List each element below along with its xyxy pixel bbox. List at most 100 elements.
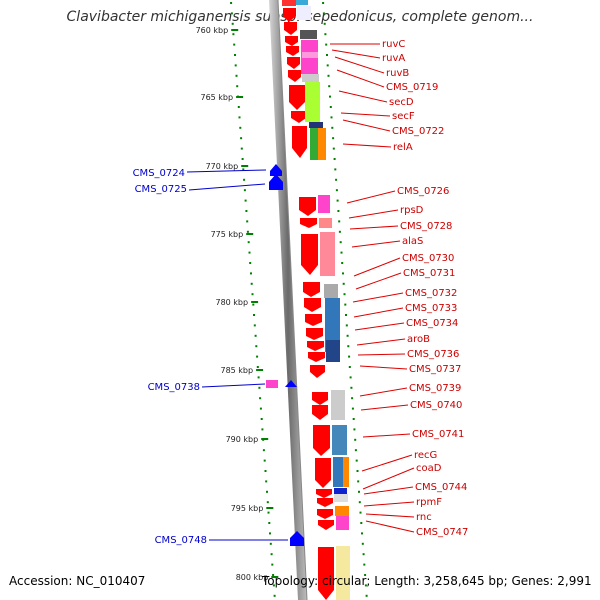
gene-feature[interactable]: [300, 30, 317, 39]
gene-feature[interactable]: [266, 380, 278, 388]
track-dot: [266, 501, 269, 504]
gene-label[interactable]: secD: [389, 97, 414, 108]
gene-label[interactable]: CMS_0719: [386, 82, 438, 93]
gene-label[interactable]: CMS_0737: [409, 364, 461, 375]
gene-feature[interactable]: [332, 425, 347, 455]
gene-feature[interactable]: [334, 488, 347, 494]
gene-feature[interactable]: [305, 82, 320, 122]
gene-arrow[interactable]: [290, 531, 304, 546]
gene-arrow[interactable]: [291, 111, 306, 123]
gene-label[interactable]: CMS_0730: [402, 253, 454, 264]
gene-feature[interactable]: [325, 298, 340, 352]
gene-label[interactable]: alaS: [402, 236, 423, 247]
gene-feature[interactable]: [326, 340, 340, 362]
gene-feature[interactable]: [324, 284, 338, 298]
gene-arrow[interactable]: [300, 218, 317, 228]
gene-arrow[interactable]: [313, 425, 330, 456]
gene-arrow[interactable]: [269, 174, 283, 190]
gene-arrow[interactable]: [289, 85, 305, 110]
gene-feature[interactable]: [331, 390, 345, 420]
gene-arrow[interactable]: [299, 197, 316, 216]
track-dot: [258, 386, 261, 389]
gene-arrow[interactable]: [285, 380, 297, 387]
gene-arrow[interactable]: [318, 547, 334, 600]
track-dot: [362, 553, 365, 556]
gene-arrow[interactable]: [287, 57, 300, 69]
gene-feature[interactable]: [333, 457, 343, 487]
gene-arrow[interactable]: [305, 314, 322, 326]
gene-feature[interactable]: [334, 494, 348, 502]
gene-arrow[interactable]: [288, 70, 301, 82]
gene-arrow[interactable]: [317, 498, 333, 507]
gene-label[interactable]: aroB: [407, 334, 430, 345]
gene-arrow[interactable]: [312, 392, 328, 405]
gene-label[interactable]: rnc: [416, 512, 432, 523]
gene-feature[interactable]: [319, 218, 332, 228]
gene-label[interactable]: CMS_0739: [409, 383, 461, 394]
gene-feature[interactable]: [302, 52, 318, 58]
gene-feature[interactable]: [336, 546, 350, 600]
gene-label[interactable]: CMS_0722: [392, 126, 444, 137]
gene-arrow[interactable]: [312, 405, 328, 420]
gene-label[interactable]: secF: [392, 111, 415, 122]
gene-label[interactable]: CMS_0738: [148, 382, 200, 393]
gene-label[interactable]: relA: [393, 142, 413, 153]
gene-label[interactable]: CMS_0734: [406, 318, 458, 329]
gene-arrow[interactable]: [270, 164, 282, 176]
gene-label[interactable]: coaD: [416, 463, 442, 474]
gene-label[interactable]: CMS_0747: [416, 527, 468, 538]
gene-arrow[interactable]: [301, 234, 318, 275]
gene-label[interactable]: rpsD: [400, 205, 424, 216]
gene-feature[interactable]: [318, 195, 330, 213]
gene-feature[interactable]: [343, 457, 349, 487]
gene-arrow[interactable]: [283, 8, 296, 22]
gene-label[interactable]: CMS_0733: [405, 303, 457, 314]
gene-feature[interactable]: [282, 0, 296, 6]
gene-label[interactable]: CMS_0728: [400, 221, 452, 232]
gene-label[interactable]: CMS_0732: [405, 288, 457, 299]
gene-arrow[interactable]: [286, 46, 299, 56]
gene-arrow[interactable]: [284, 22, 297, 35]
gene-arrow[interactable]: [316, 489, 332, 498]
gene-arrow[interactable]: [318, 520, 334, 530]
gene-arrow[interactable]: [304, 298, 321, 312]
gene-feature[interactable]: [335, 506, 349, 516]
gene-feature[interactable]: [296, 0, 308, 5]
gene-label[interactable]: recG: [414, 450, 437, 461]
gene-label[interactable]: CMS_0736: [407, 349, 459, 360]
gene-label[interactable]: CMS_0726: [397, 186, 449, 197]
gene-label[interactable]: CMS_0740: [410, 400, 462, 411]
gene-label[interactable]: CMS_0748: [155, 535, 207, 546]
gene-feature[interactable]: [302, 74, 319, 82]
gene-arrow[interactable]: [307, 341, 324, 351]
gene-label[interactable]: CMS_0744: [415, 482, 467, 493]
gene-feature[interactable]: [310, 128, 318, 160]
gene-arrow[interactable]: [315, 458, 331, 488]
gene-arrow[interactable]: [317, 509, 333, 519]
gene-label[interactable]: CMS_0724: [133, 168, 185, 179]
leader-line: [353, 257, 401, 277]
gene-arrow[interactable]: [308, 352, 325, 362]
gene-feature[interactable]: [320, 232, 335, 276]
leader-line: [331, 49, 381, 59]
gene-feature[interactable]: [309, 122, 323, 128]
leader-line: [338, 90, 388, 103]
gene-arrow[interactable]: [292, 126, 307, 158]
gene-feature[interactable]: [318, 128, 326, 160]
track-dot: [235, 74, 238, 77]
gene-label[interactable]: CMS_0741: [412, 429, 464, 440]
gene-arrow[interactable]: [306, 328, 323, 340]
gene-label[interactable]: CMS_0725: [135, 184, 187, 195]
gene-arrow[interactable]: [303, 282, 320, 297]
gene-label[interactable]: ruvB: [386, 68, 409, 79]
gene-label[interactable]: CMS_0731: [403, 268, 455, 279]
gene-arrow[interactable]: [310, 365, 325, 378]
gene-label[interactable]: ruvC: [382, 39, 405, 50]
track-dot: [247, 241, 250, 244]
gene-feature[interactable]: [336, 516, 349, 530]
gene-label[interactable]: ruvA: [382, 53, 405, 64]
gene-label[interactable]: rpmF: [416, 497, 442, 508]
gene-feature[interactable]: [297, 6, 311, 20]
gene-arrow[interactable]: [285, 36, 298, 46]
